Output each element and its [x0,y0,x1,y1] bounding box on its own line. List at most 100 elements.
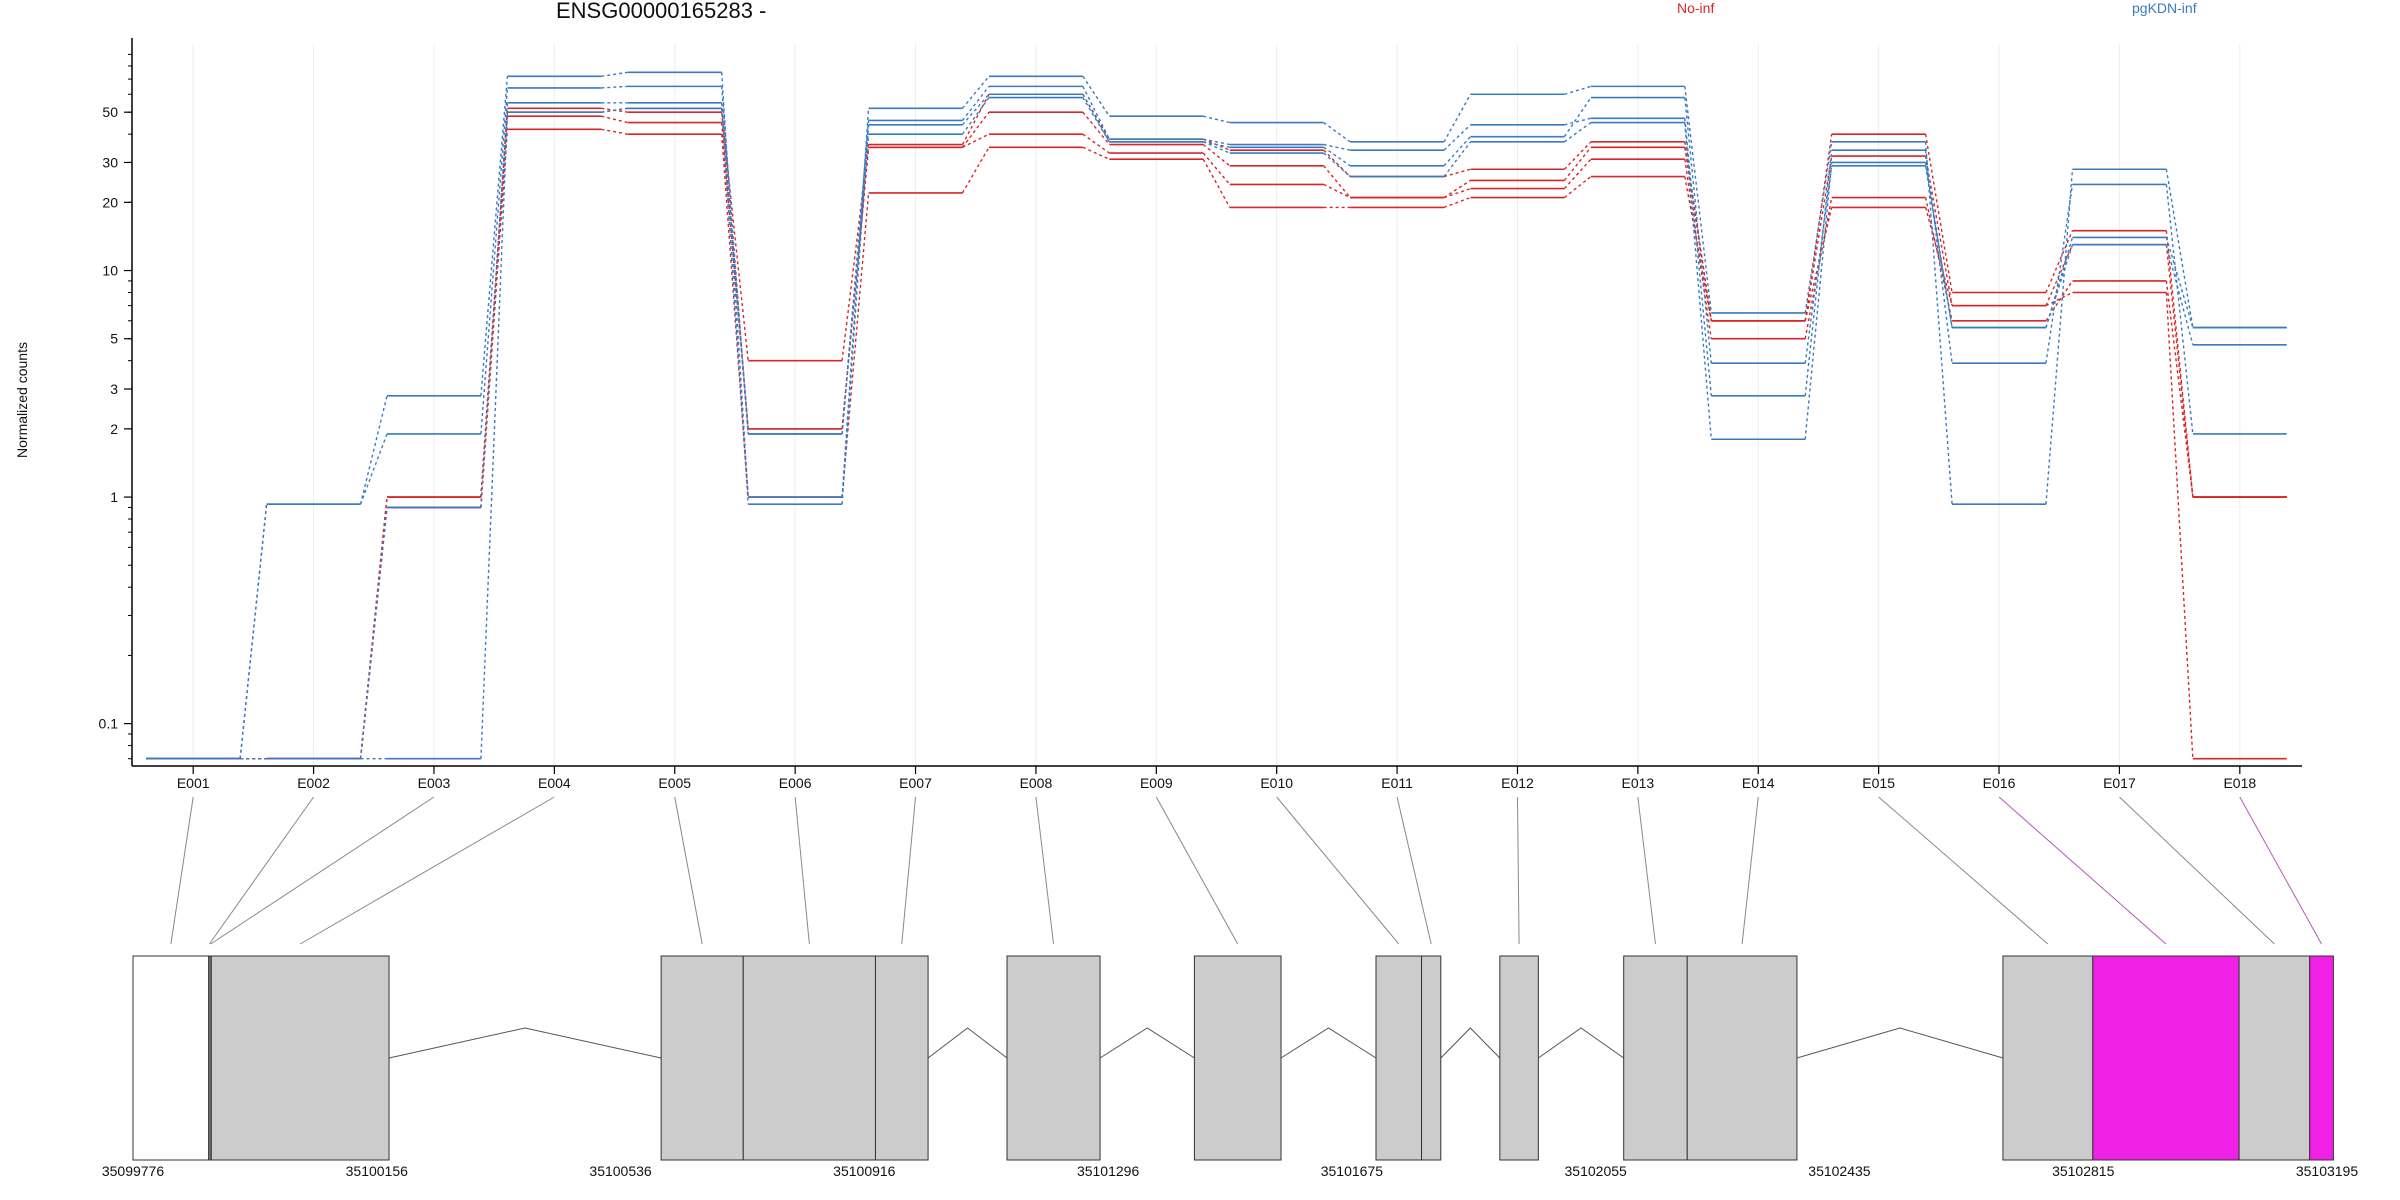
legend-no-inf: No-inf [1677,0,1715,16]
series-7-connector [601,107,628,113]
exon-box-E004 [210,955,390,1161]
series-4-connector [841,108,870,498]
exon-box-E005 [660,955,744,1161]
series-4-connector [1323,121,1351,143]
series-3-connector [2045,291,2073,307]
series-2-connector [841,147,870,429]
genome-coordinate-label: 35103195 [2296,1163,2359,1179]
x-tick-label: E002 [297,775,330,791]
series-4-connector [1684,86,1712,314]
x-tick-label: E008 [1020,775,1053,791]
exon-box-E009 [1193,955,1282,1161]
series-7-connector [961,93,990,126]
series-2-connector [1563,158,1592,190]
exon-connector-E002 [208,796,314,945]
series-6-connector [1443,136,1472,167]
exon-box-E001 [132,955,210,1161]
x-tick-label: E011 [1381,775,1413,791]
series-6-connector [359,507,388,759]
series-6-connector [1082,97,1110,143]
exon-connector-E015 [1878,796,2049,945]
series-7-connector [1924,162,1953,328]
intron-line [388,1027,662,1059]
exon-connector-E011 [1396,796,1432,945]
exon-connector-E004 [299,796,555,945]
chart-title: ENSG00000165283 - [556,0,767,23]
series-3-connector [1924,207,1953,306]
x-tick-label: E015 [1862,775,1895,791]
series-6-connector [2045,237,2074,328]
series-6-connector [961,97,990,135]
series-1-connector [1323,165,1351,198]
x-tick-label: E007 [899,775,932,791]
intron-line [1440,1027,1501,1059]
series-1-connector [2045,244,2074,306]
series-1-connector [961,111,990,148]
series-3-connector [961,146,990,194]
series-0-connector [721,112,749,361]
series-0-connector [1563,141,1592,170]
series-3-connector [1443,196,1471,209]
y-tick-label: 50 [102,104,118,120]
x-tick-label: E001 [177,775,210,791]
y-tick-label: 10 [102,263,118,279]
x-tick-label: E017 [2103,775,2136,791]
exon-box-E018 [2309,955,2334,1161]
series-3-connector [721,134,749,498]
series-4-connector [2165,169,2194,328]
series-7-connector [721,108,749,505]
exon-box-E016 [2092,955,2240,1161]
series-5-connector [1082,86,1110,140]
series-6-connector [1323,146,1351,167]
exon-connector-E018 [2239,796,2322,945]
exon-box-E013 [1623,955,1688,1161]
genome-coordinate-label: 35099776 [102,1163,165,1179]
genome-coordinate-label: 35101296 [1077,1163,1140,1179]
series-6-connector [841,134,870,434]
series-4-connector [1924,141,1953,505]
series-5-connector [1203,138,1230,146]
series-5-connector [601,85,628,89]
series-6-connector [1203,141,1230,148]
series-7-connector [1684,122,1712,440]
series-5-connector [1564,117,1592,126]
series-1-connector [1563,146,1592,181]
series-3-connector [601,128,628,135]
series-4-connector [721,72,749,498]
x-tick-label: E003 [418,775,451,791]
x-tick-label: E010 [1260,775,1293,791]
series-6-connector [480,102,509,508]
series-2-connector [1443,187,1471,199]
series-3-connector [1082,146,1110,160]
series-0-connector [1924,134,1953,293]
series-7-connector [2045,244,2074,328]
y-tick-label: 2 [110,421,118,437]
exon-connector-E006 [794,796,810,945]
series-1-connector [359,497,388,759]
x-tick-label: E014 [1742,775,1775,791]
genome-coordinate-label: 35101675 [1321,1163,1384,1179]
series-5-connector [480,87,509,434]
exon-connector-E016 [1998,796,2167,945]
exon-connector-E005 [674,796,703,945]
series-2-connector [1323,183,1351,199]
exon-box-E011 [1421,955,1442,1161]
exon-connector-E008 [1035,796,1055,945]
series-7-connector [1202,141,1231,154]
series-6-connector [2165,237,2194,328]
series-2-connector [480,116,509,508]
series-7-connector [2165,244,2194,346]
series-4-connector [1203,115,1230,124]
series-3-connector [1804,207,1833,321]
series-1-connector [1804,155,1833,321]
series-6-connector [1563,97,1592,138]
series-4-connector [601,71,628,78]
series-5-connector [359,433,388,505]
exon-box-E007 [874,955,929,1161]
series-5-connector [1804,150,1833,396]
exon-box-E014 [1686,955,1798,1161]
genome-coordinate-label: 35102435 [1808,1163,1871,1179]
series-6-connector [721,102,749,434]
intron-line [1099,1027,1195,1059]
